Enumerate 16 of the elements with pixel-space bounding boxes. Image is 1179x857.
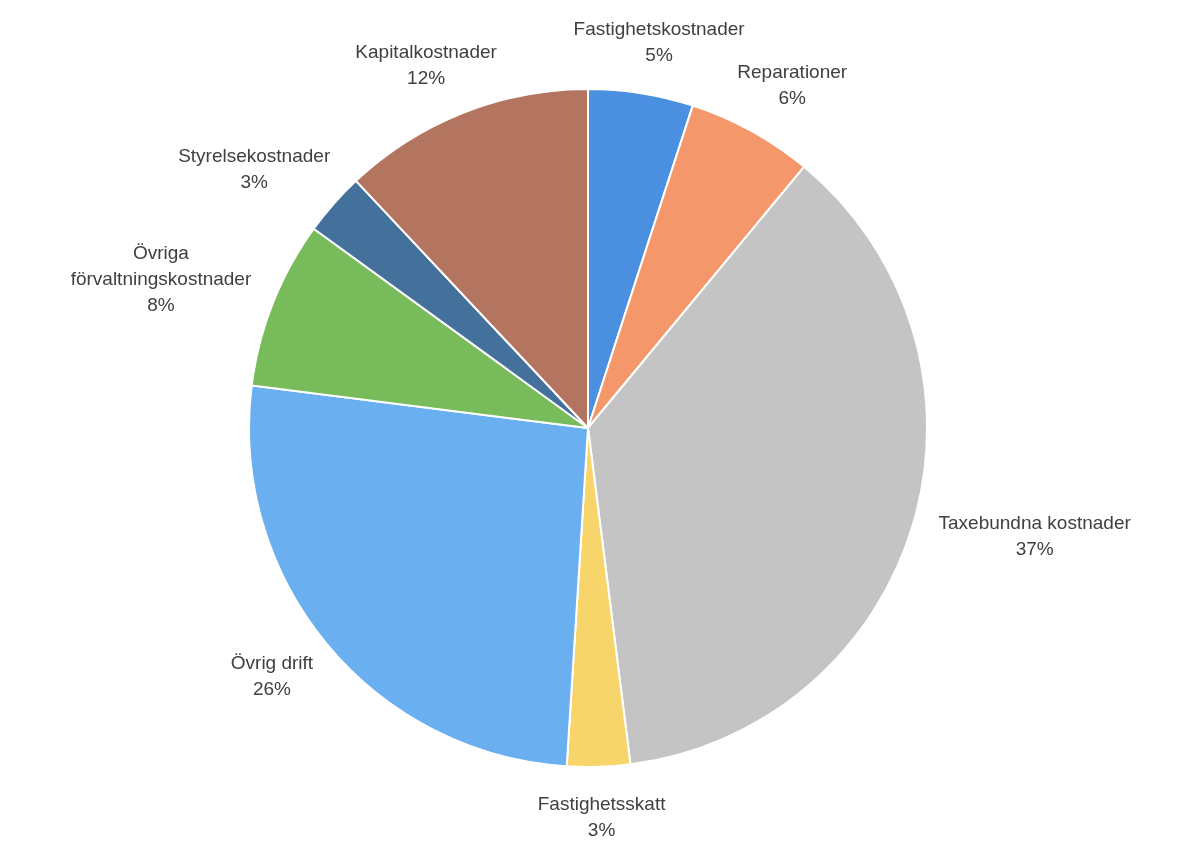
slice-label: Taxebundna kostnader bbox=[938, 512, 1132, 534]
data-label: 12% bbox=[407, 66, 446, 88]
data-label: 6% bbox=[778, 87, 807, 109]
slice-label: Kapitalkostnader bbox=[355, 40, 498, 62]
data-label: 37% bbox=[1015, 538, 1054, 560]
data-label: 8% bbox=[147, 293, 175, 315]
data-label: 26% bbox=[252, 677, 292, 699]
data-label: 3% bbox=[240, 171, 269, 193]
slice-label: Övrig drift bbox=[230, 651, 314, 673]
slice-label: Fastighetskostnader bbox=[573, 18, 746, 40]
data-label: 3% bbox=[587, 819, 616, 841]
slice-label: Fastighetsskatt bbox=[537, 793, 667, 815]
slice-label: Övriga förvaltningskostnader bbox=[70, 241, 252, 289]
data-label: 5% bbox=[645, 44, 673, 66]
slice-label: Reparationer bbox=[737, 61, 848, 83]
slice-label: Styrelsekostnader bbox=[178, 145, 331, 167]
